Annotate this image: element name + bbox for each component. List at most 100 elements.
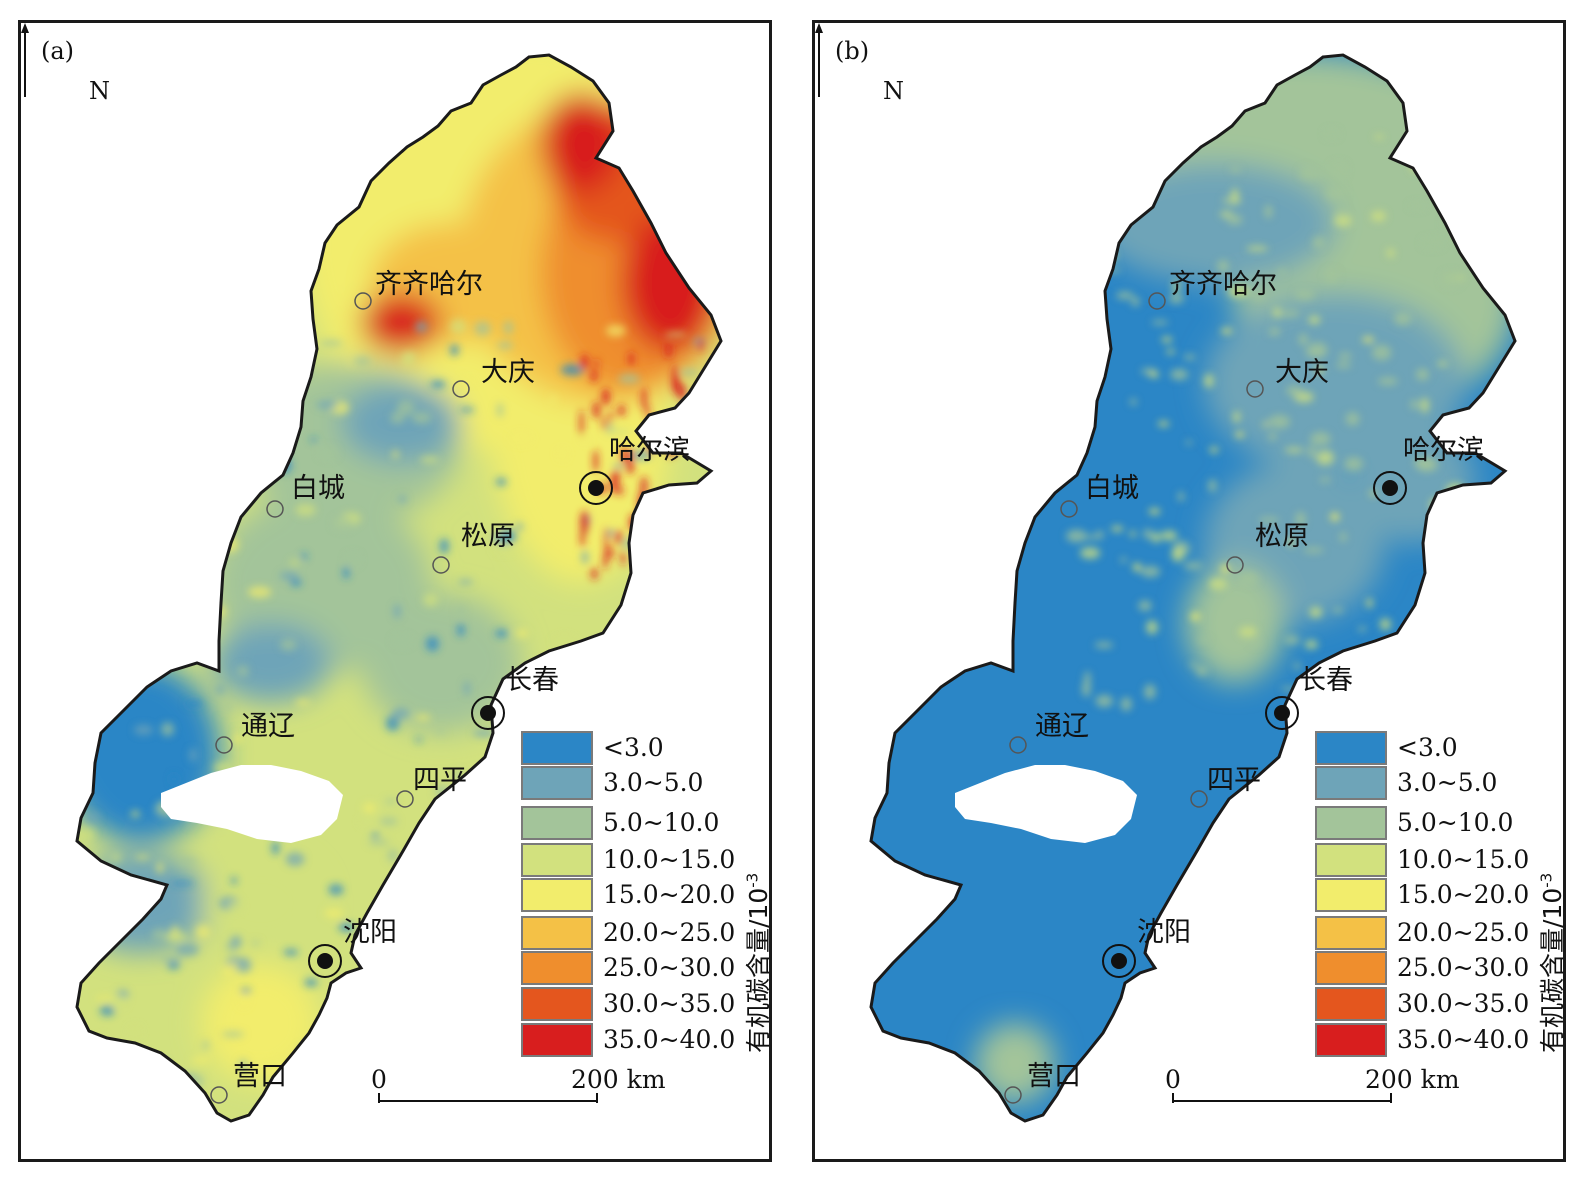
- city-marker: [354, 292, 372, 310]
- major-city-dot: [480, 705, 496, 721]
- city-marker: [1060, 500, 1078, 518]
- major-city-dot: [588, 480, 604, 496]
- city-label: 大庆: [1275, 357, 1329, 388]
- legend-label: 30.0~35.0: [1397, 989, 1530, 1018]
- legend-label: 3.0~5.0: [1397, 768, 1498, 797]
- major-city-marker: [1102, 944, 1136, 978]
- major-city-dot: [1111, 953, 1127, 969]
- major-city-marker: [1265, 696, 1299, 730]
- legend-swatch: [1315, 731, 1387, 765]
- legend-label: 25.0~30.0: [1397, 953, 1530, 982]
- legend-swatch: [1315, 951, 1387, 985]
- major-city-marker: [1373, 471, 1407, 505]
- legend-label: 5.0~10.0: [603, 808, 720, 837]
- city-label: 四平: [413, 765, 467, 796]
- city-label: 通辽: [1035, 711, 1089, 742]
- city-marker: [1004, 1086, 1022, 1104]
- legend-label: 20.0~25.0: [603, 918, 736, 947]
- major-city-marker: [308, 944, 342, 978]
- city-label: 长春: [505, 665, 559, 696]
- map-canvas: [869, 53, 1517, 1123]
- city-label: 大庆: [481, 357, 535, 388]
- north-label: N: [883, 77, 904, 105]
- legend-label: <3.0: [603, 733, 664, 762]
- legend-label: 5.0~10.0: [1397, 808, 1514, 837]
- legend-swatch: [1315, 1023, 1387, 1057]
- legend-swatch: [521, 916, 593, 950]
- city-label: 白城: [291, 473, 345, 504]
- city-marker: [396, 790, 414, 808]
- major-city-dot: [317, 953, 333, 969]
- city-label: 四平: [1207, 765, 1261, 796]
- scale-start-label: 0: [371, 1065, 387, 1094]
- legend-label: <3.0: [1397, 733, 1458, 762]
- scale-bar: [378, 1093, 598, 1103]
- major-city-marker: [579, 471, 613, 505]
- city-label: 营口: [1027, 1061, 1081, 1092]
- city-label: 松原: [461, 521, 515, 552]
- city-marker: [1009, 736, 1027, 754]
- panel-label: (b): [835, 37, 870, 65]
- legend-swatch: [1315, 766, 1387, 800]
- legend-label: 20.0~25.0: [1397, 918, 1530, 947]
- north-arrow-icon: [21, 23, 29, 97]
- legend-label: 30.0~35.0: [603, 989, 736, 1018]
- scale-bar: [1172, 1093, 1392, 1103]
- legend-swatch: [521, 843, 593, 877]
- city-label: 营口: [233, 1061, 287, 1092]
- region-boundary: [869, 53, 1517, 1123]
- map-canvas: [75, 53, 723, 1123]
- city-label: 齐齐哈尔: [375, 269, 483, 300]
- no-data-area: [955, 765, 1137, 843]
- scale-start-label: 0: [1165, 1065, 1181, 1094]
- legend-swatch: [521, 878, 593, 912]
- city-marker: [432, 556, 450, 574]
- map-panel-b: (b) N 齐齐哈尔 大庆 哈尔滨 白城 松原 长春 通辽 四平 沈阳 营口 <3.0 3.0~5.0 5…: [812, 20, 1566, 1162]
- legend-label: 15.0~20.0: [603, 880, 736, 909]
- city-label: 松原: [1255, 521, 1309, 552]
- legend-label: 35.0~40.0: [1397, 1025, 1530, 1054]
- legend-swatch: [1315, 806, 1387, 840]
- city-label: 沈阳: [343, 917, 397, 948]
- legend-swatch: [521, 766, 593, 800]
- city-label: 哈尔滨: [1403, 435, 1484, 466]
- legend-label: 10.0~15.0: [1397, 845, 1530, 874]
- legend-swatch: [1315, 843, 1387, 877]
- legend-label: 25.0~30.0: [603, 953, 736, 982]
- map-panel-a: (a) N 齐齐哈尔大庆哈尔滨白城松原长春通辽四平沈阳营口 <3.0 3.0~5.0 5…: [18, 20, 772, 1162]
- soil-carbon-raster: [77, 55, 721, 1121]
- city-marker: [1246, 380, 1264, 398]
- no-data-area: [161, 765, 343, 843]
- city-marker: [1226, 556, 1244, 574]
- city-label: 沈阳: [1137, 917, 1191, 948]
- major-city-marker: [471, 696, 505, 730]
- legend-swatch: [521, 731, 593, 765]
- scale-end-label: 200 km: [1365, 1065, 1460, 1094]
- scale-end-label: 200 km: [571, 1065, 666, 1094]
- legend-swatch: [521, 806, 593, 840]
- city-marker: [210, 1086, 228, 1104]
- legend-swatch: [521, 987, 593, 1021]
- legend-label: 35.0~40.0: [603, 1025, 736, 1054]
- city-label: 齐齐哈尔: [1169, 269, 1277, 300]
- legend-swatch: [1315, 878, 1387, 912]
- legend-swatch: [1315, 916, 1387, 950]
- region-boundary: [75, 53, 723, 1123]
- legend-label: 15.0~20.0: [1397, 880, 1530, 909]
- legend-swatch: [521, 951, 593, 985]
- legend-swatch: [1315, 987, 1387, 1021]
- legend-label: 3.0~5.0: [603, 768, 704, 797]
- legend-title: 有机碳含量/10-3: [743, 872, 772, 1053]
- north-label: N: [89, 77, 110, 105]
- city-label: 通辽: [241, 711, 295, 742]
- city-marker: [1190, 790, 1208, 808]
- city-marker: [215, 736, 233, 754]
- city-label: 哈尔滨: [609, 435, 690, 466]
- city-label: 白城: [1085, 473, 1139, 504]
- city-marker: [266, 500, 284, 518]
- legend-title: 有机碳含量/10-3: [1537, 872, 1566, 1053]
- city-marker: [452, 380, 470, 398]
- panel-label: (a): [41, 37, 75, 65]
- legend-label: 10.0~15.0: [603, 845, 736, 874]
- major-city-dot: [1382, 480, 1398, 496]
